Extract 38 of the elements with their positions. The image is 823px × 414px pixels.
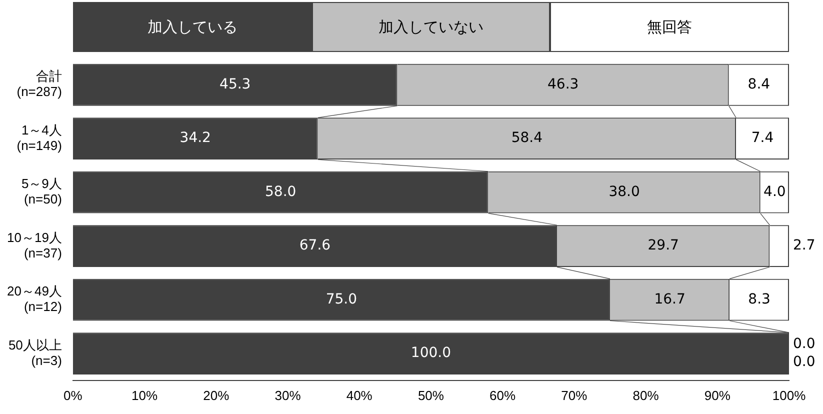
data-label: 46.3 <box>547 76 579 93</box>
x-tick-label: 20% <box>203 388 230 403</box>
x-tick-label: 0% <box>64 388 83 403</box>
x-tick-label: 30% <box>274 388 302 403</box>
x-tick-label: 40% <box>346 388 373 403</box>
data-label: 8.3 <box>748 291 770 308</box>
x-tick-label: 50% <box>418 388 444 403</box>
data-label: 16.7 <box>654 291 686 308</box>
data-label: 34.2 <box>180 130 211 146</box>
data-label: 58.0 <box>264 184 296 200</box>
text: 無回答 <box>550 2 789 52</box>
data-label: 29.7 <box>648 238 679 254</box>
y-tick-label: 合計 (n=287) <box>16 68 62 100</box>
x-tick-label: 70% <box>561 388 588 403</box>
x-tick-label: 80% <box>632 388 660 403</box>
y-tick-label: 1～4人 (n=149) <box>16 122 62 153</box>
data-label: 38.0 <box>608 184 640 200</box>
series-label: 加入している <box>72 2 312 52</box>
x-tick-label: 10% <box>132 388 158 403</box>
y-tick-label: 20～49人 (n=12) <box>7 284 62 314</box>
data-label: 0.0 <box>793 336 816 352</box>
data-label: 0.0 <box>793 354 816 370</box>
data-label: 67.6 <box>299 238 331 254</box>
data-label: 75.0 <box>326 291 358 308</box>
x-tick-label: 90% <box>704 388 731 403</box>
y-tick-label: 50人以上 (n=3) <box>8 337 62 368</box>
data-label: 8.4 <box>748 76 770 93</box>
x-tick-label: 100% <box>772 388 806 403</box>
series-label: 加入していない <box>312 2 550 52</box>
data-label: 45.3 <box>220 76 251 93</box>
y-tick-label: 5～9人 (n=50) <box>21 176 62 207</box>
data-label: 2.7 <box>793 238 816 254</box>
data-label: 58.4 <box>511 130 543 146</box>
y-tick-label: 10～19人 (n=37) <box>7 230 62 260</box>
x-tick-label: 60% <box>490 388 516 403</box>
data-label: 4.0 <box>764 184 786 200</box>
data-label: 7.4 <box>751 130 774 146</box>
data-label: 100.0 <box>410 345 452 362</box>
